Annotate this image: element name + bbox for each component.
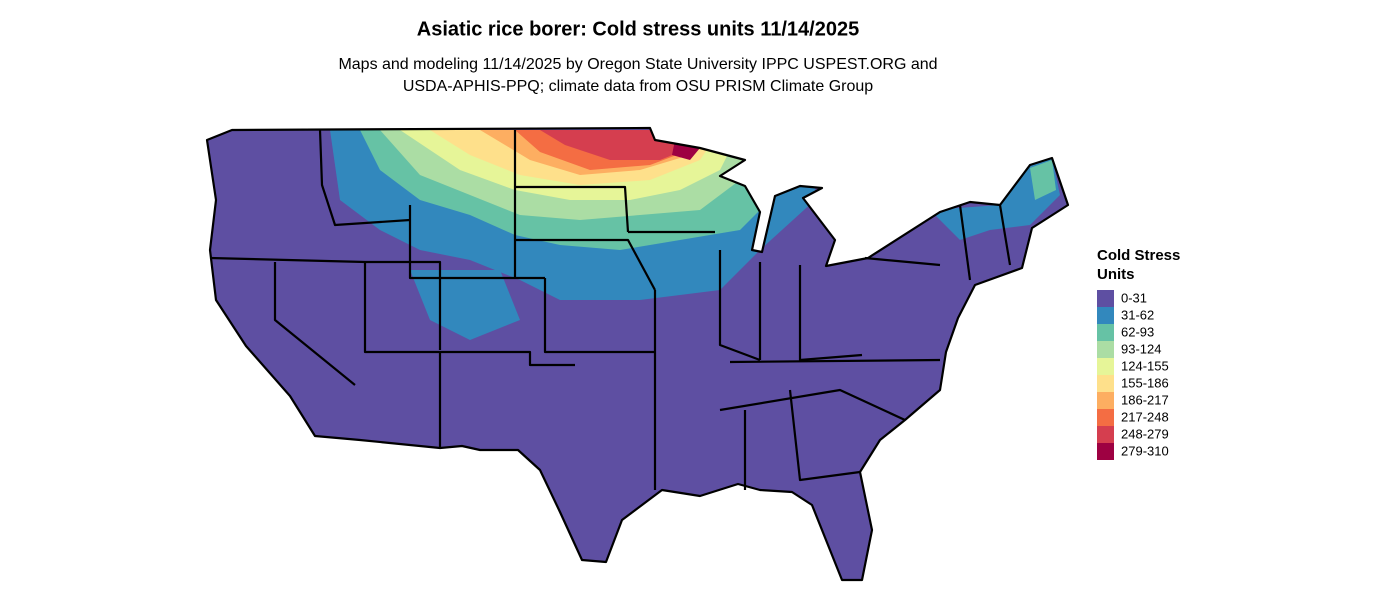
state-border (798, 265, 863, 362)
legend-label: 279-310 (1121, 443, 1169, 458)
legend-swatch (1097, 341, 1114, 358)
legend-swatch (1097, 375, 1114, 392)
legend-label: 62-93 (1121, 324, 1154, 339)
legend-label: 248-279 (1121, 426, 1169, 441)
legend-swatch (1097, 324, 1114, 341)
state-border (788, 389, 861, 482)
legend-swatch (1097, 307, 1114, 324)
us-map (205, 126, 1070, 582)
legend-label: 93-124 (1121, 341, 1161, 356)
state-border (998, 204, 1012, 266)
state-border (718, 250, 761, 362)
legend-label: 0-31 (1121, 290, 1147, 305)
state-border (273, 262, 356, 386)
legend-label: 124-155 (1121, 358, 1169, 373)
legend-label: 31-62 (1121, 307, 1154, 322)
subtitle-line: Maps and modeling 11/14/2025 by Oregon S… (338, 56, 937, 73)
country-border (205, 126, 1070, 582)
state-border (408, 205, 545, 280)
stress-zone (410, 270, 520, 340)
cold-stress-zones (330, 130, 1060, 340)
legend-swatch (1097, 392, 1114, 409)
legend-label: 155-186 (1121, 375, 1169, 390)
legend-label: 217-248 (1121, 409, 1169, 424)
legend-swatch (1097, 358, 1114, 375)
legend: 0-31 31-62 62-93 93-124 124-155 155-186 186-21… (1097, 290, 1169, 460)
legend-swatch (1097, 290, 1114, 307)
map-title: Asiatic rice borer: Cold stress units 11… (417, 18, 859, 40)
state-border (729, 358, 941, 364)
state-border (209, 256, 442, 350)
legend-title: Units (1097, 266, 1135, 283)
legend-swatch (1097, 409, 1114, 426)
state-border (318, 129, 411, 227)
stress-zone (1030, 160, 1056, 200)
state-border (958, 204, 972, 281)
state-border (515, 185, 630, 233)
state-border (864, 256, 941, 267)
state-border (719, 388, 906, 421)
state-border (515, 238, 656, 291)
legend-swatch (1097, 443, 1114, 460)
state-border (543, 278, 655, 354)
legend-label: 186-217 (1121, 392, 1169, 407)
state-border (363, 262, 575, 367)
legend-swatch (1097, 426, 1114, 443)
subtitle-line: USDA-APHIS-PPQ; climate data from OSU PR… (403, 78, 873, 95)
legend-title: Cold Stress (1097, 247, 1180, 264)
